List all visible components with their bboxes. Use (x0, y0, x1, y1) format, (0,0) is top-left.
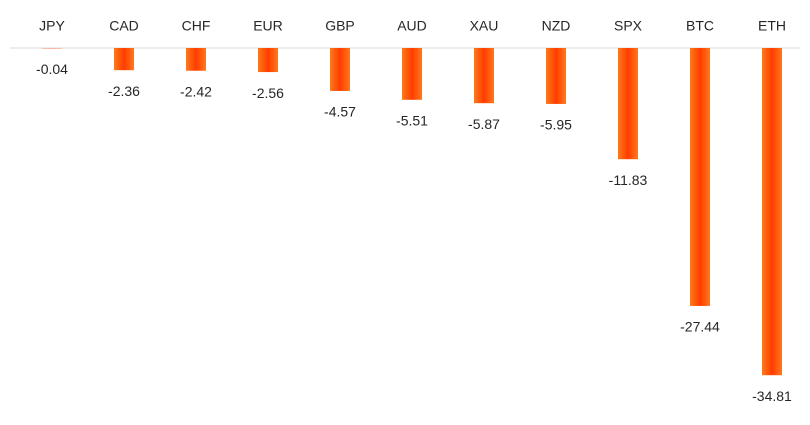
category-label: ETH (758, 18, 786, 34)
bar (186, 48, 206, 71)
data-label: -0.04 (36, 61, 68, 77)
category-label: CAD (109, 18, 139, 34)
category-label: EUR (253, 18, 283, 34)
bar (474, 48, 494, 103)
data-label: -11.83 (609, 172, 648, 188)
data-label: -27.44 (680, 319, 720, 335)
bar (330, 48, 350, 91)
data-label: -5.87 (468, 116, 500, 132)
data-label: -2.56 (252, 85, 284, 101)
category-label: JPY (39, 18, 65, 34)
category-label: GBP (325, 18, 355, 34)
bar (258, 48, 278, 72)
data-label: -34.81 (752, 388, 792, 404)
data-label: -5.51 (396, 112, 428, 128)
category-label: AUD (397, 18, 427, 34)
data-label: -5.95 (540, 117, 572, 133)
category-label: BTC (686, 18, 714, 34)
bar (618, 48, 638, 159)
data-label: -2.42 (180, 83, 212, 99)
bar (546, 48, 566, 104)
bar (690, 48, 710, 306)
category-label: NZD (542, 18, 571, 34)
bar (762, 48, 782, 375)
category-label: SPX (614, 18, 643, 34)
category-label: CHF (182, 18, 211, 34)
data-label: -2.36 (108, 83, 140, 99)
data-label: -4.57 (324, 104, 356, 120)
bar (114, 48, 134, 70)
bar (402, 48, 422, 100)
category-label: XAU (470, 18, 499, 34)
